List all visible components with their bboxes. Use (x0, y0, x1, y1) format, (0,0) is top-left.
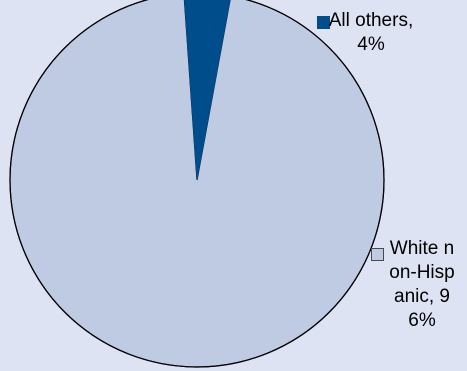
slice-label-white-non-hispanic: White non-Hispanic, 96% (389, 238, 455, 331)
pie-slices (9, 0, 385, 368)
slice-label-all-others: All others, 4% (328, 10, 414, 55)
pie-slice-all-others (184, 0, 231, 181)
legend-marker-white-non-hispanic (371, 248, 384, 261)
legend-marker-all-others (317, 16, 330, 29)
pie-outline (9, 0, 385, 368)
